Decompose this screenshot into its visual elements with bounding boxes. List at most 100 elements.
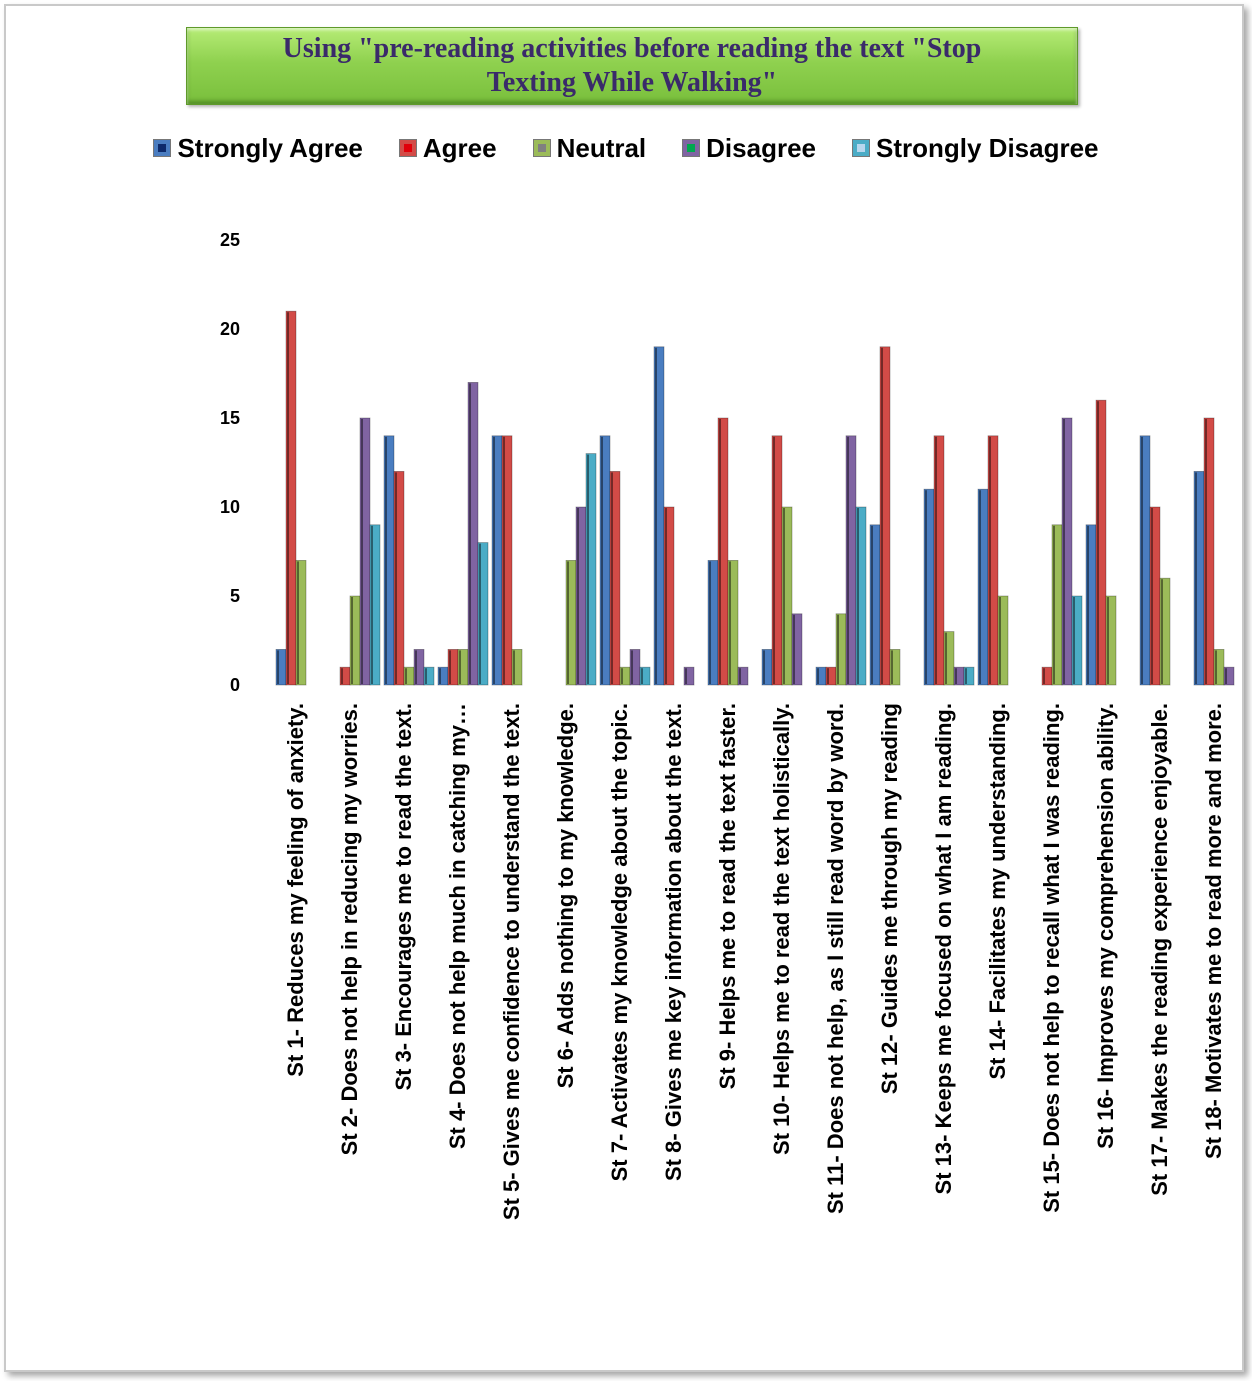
bar-agree-st-18 [1203,417,1215,686]
bar-strongly-disagree-st-7 [639,666,651,686]
bar-shade-disagree-st-9 [739,668,741,684]
bar-shade-strongly-agree-st-12 [871,525,873,684]
bar-neutral-st-13 [943,631,955,686]
bar-shade-strongly-agree-st-7 [601,436,603,684]
bar-neutral-st-12 [889,649,901,686]
chart-title: Using "pre-reading activities before rea… [273,32,992,100]
legend-item-neutral: Neutral [532,132,647,164]
bar-shade-agree-st-2 [341,668,343,684]
bar-disagree-st-9 [737,666,749,686]
bar-disagree-st-4 [467,381,479,686]
bar-shade-agree-st-17 [1151,508,1153,684]
legend-swatch-strongly-disagree [852,139,870,157]
bar-shade-agree-st-10 [773,436,775,684]
bar-shade-agree-st-4 [449,650,451,684]
bar-shade-agree-st-9 [719,419,721,684]
bar-shade-disagree-st-13 [955,668,957,684]
bar-shade-agree-st-3 [395,472,397,684]
bar-shade-disagree-st-11 [847,436,849,684]
bar-shade-agree-st-1 [287,312,289,684]
bar-strongly-disagree-st-3 [423,666,435,686]
bar-shade-agree-st-12 [881,347,883,684]
bar-shade-agree-st-11 [827,668,829,684]
bar-shade-disagree-st-18 [1225,668,1227,684]
legend-label-neutral: Neutral [556,132,647,163]
bar-shade-disagree-st-15 [1063,419,1065,684]
bar-shade-neutral-st-11 [837,614,839,684]
bar-strongly-disagree-st-11 [855,506,867,686]
bar-agree-st-3 [393,470,405,686]
y-tick-label-15: 15 [220,408,240,428]
legend-swatch-neutral [532,139,551,157]
bar-shade-strongly-agree-st-9 [709,561,711,684]
bar-shade-strongly-disagree-st-13 [965,668,967,684]
bar-shade-agree-st-5 [503,436,505,684]
bar-neutral-st-14 [997,595,1009,686]
bar-shade-disagree-st-8 [685,668,687,684]
bar-shade-strongly-agree-st-17 [1141,436,1143,684]
bar-shade-neutral-st-3 [405,668,407,684]
bar-shade-neutral-st-14 [999,597,1001,684]
bar-neutral-st-1 [295,560,307,686]
x-category-label-st-7: St 7- Activates my knowledge about the t… [607,703,632,1181]
bar-shade-strongly-disagree-st-4 [479,543,481,684]
legend-swatch-disagree [682,139,701,157]
bar-shade-neutral-st-2 [351,597,353,684]
bar-shade-neutral-st-10 [783,508,785,684]
bar-shade-strongly-agree-st-3 [385,436,387,684]
bar-shade-disagree-st-6 [577,508,579,684]
bar-shade-agree-st-7 [611,472,613,684]
x-category-label-st-5: St 5- Gives me confidence to understand … [499,703,524,1220]
legend-item-disagree: Disagree [682,133,816,164]
bar-shade-strongly-agree-st-13 [925,490,927,684]
legend-label-strongly-agree: Strongly Agree [177,132,363,163]
x-category-label-st-6: St 6- Adds nothing to my knowledge. [553,703,578,1088]
bar-shade-agree-st-8 [665,508,667,684]
bar-strongly-disagree-st-13 [963,666,975,686]
bar-disagree-st-18 [1223,666,1235,686]
bar-shade-disagree-st-4 [469,383,471,684]
bar-shade-neutral-st-17 [1161,579,1163,684]
bar-neutral-st-5 [511,649,523,686]
legend-item-strongly-agree: Strongly Agree [153,132,363,164]
bar-shade-neutral-st-9 [729,561,731,684]
bar-agree-st-9 [717,417,729,686]
bar-disagree-st-15 [1061,417,1073,686]
x-category-label-st-8: St 8- Gives me key information about the… [661,703,686,1181]
x-category-label-st-18: St 18- Motivates me to read more and mor… [1201,703,1226,1159]
y-tick-label-25: 25 [220,230,240,250]
bar-shade-neutral-st-6 [567,561,569,684]
bar-shade-strongly-disagree-st-3 [425,668,427,684]
bar-shade-disagree-st-2 [361,419,363,684]
bar-shade-neutral-st-4 [459,650,461,684]
bar-shade-agree-st-18 [1205,419,1207,684]
legend-label-agree: Agree [422,132,497,163]
y-tick-label-20: 20 [220,319,240,339]
bar-shade-disagree-st-7 [631,650,633,684]
y-tick-label-0: 0 [230,675,240,695]
chart-title-line-1: Using "pre-reading activities before rea… [282,33,982,64]
chart-title-line-2: Texting While Walking" [486,67,778,98]
bar-shade-disagree-st-10 [793,614,795,684]
bar-shade-strongly-disagree-st-7 [641,668,643,684]
bar-disagree-st-10 [791,613,803,686]
bar-agree-st-12 [879,346,891,686]
bar-shade-strongly-agree-st-16 [1087,525,1089,684]
chart-legend: Strongly Agree Agree Neutral Disagree St… [0,130,1252,166]
bar-shade-agree-st-14 [989,436,991,684]
bar-shade-neutral-st-1 [297,561,299,684]
bar-shade-strongly-disagree-st-11 [857,508,859,684]
x-category-label-st-16: St 16- Improves my comprehension ability… [1093,703,1118,1149]
bar-shade-strongly-disagree-st-2 [371,525,373,684]
bar-neutral-st-16 [1105,595,1117,686]
bar-shade-strongly-agree-st-18 [1195,472,1197,684]
bar-strongly-disagree-st-6 [585,453,597,686]
bar-strongly-disagree-st-15 [1071,595,1083,686]
x-category-label-st-9: St 9- Helps me to read the text faster. [715,703,740,1089]
bar-strongly-disagree-st-2 [369,524,381,686]
bar-agree-st-14 [987,435,999,686]
chart-frame [4,4,1244,1372]
x-category-label-st-12: St 12- Guides me through my reading [877,703,902,1094]
bar-agree-st-1 [285,310,297,686]
bar-shade-neutral-st-5 [513,650,515,684]
